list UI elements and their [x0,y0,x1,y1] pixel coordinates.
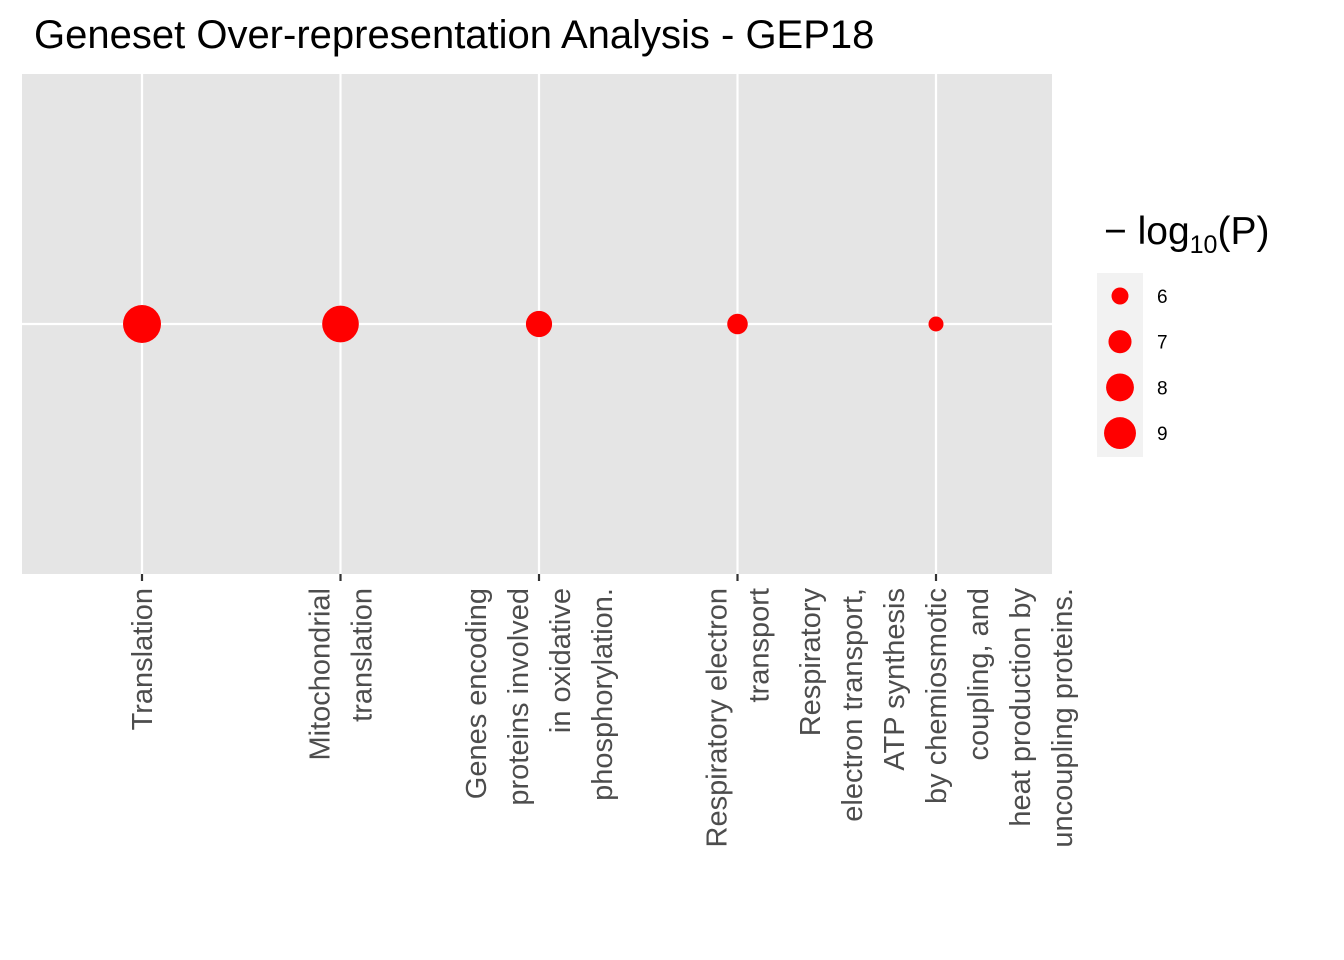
x-tick-label-line: coupling, and [963,588,995,761]
x-tick-label: Genes encoding proteins involved in oxidat… [461,588,619,806]
x-tick-label: Respiratory electron transport, ATP synthe… [795,588,1079,848]
x-tick-label-line: electron transport, [837,588,869,822]
legend-key [1111,287,1129,305]
legend-key [1104,417,1136,450]
data-point [525,310,553,338]
legend-label: 8 [1157,378,1168,399]
data-point [322,305,359,343]
data-point [123,305,161,343]
x-tick-label: Translation [127,588,159,730]
x-tick-label-line: uncoupling proteins. [1047,588,1079,848]
legend: − log10(P) 6 7 8 9 [1097,210,1269,457]
x-tick-label-line: Translation [127,588,159,730]
x-tick-label: Mitochondrial translation [305,588,379,760]
chart-title: Geneset Over-representation Analysis - G… [34,13,874,57]
x-tick-label-line: Respiratory [795,588,827,737]
legend-label: 9 [1157,424,1168,445]
legend-label: 7 [1157,333,1168,354]
data-point [928,316,944,332]
x-tick-label-line: Genes encoding [461,588,493,799]
legend-key [1106,373,1134,402]
x-tick-label-line: Respiratory electron [702,588,734,848]
x-tick-label-line: by chemiosmotic [921,588,953,804]
x-axis-ticks [140,574,938,581]
x-tick-label-line: phosphorylation. [587,588,619,801]
x-tick-label-line: ATP synthesis [879,588,911,771]
x-tick-label-line: proteins involved [503,588,535,806]
legend-label: 6 [1157,287,1168,308]
x-tick-label-line: heat production by [1005,588,1037,827]
x-tick-label-line: in oxidative [545,588,577,733]
data-point [727,313,748,335]
legend-title: − log10(P) [1104,210,1269,259]
data-points [123,305,944,343]
x-tick-label-line: Mitochondrial [305,588,337,760]
x-tick-label: Respiratory electron transport [702,588,776,848]
x-axis-labels: Translation Mitochondrial translation Genes… [127,588,1079,848]
x-tick-label-line: transport [744,588,776,702]
legend-key [1108,330,1132,354]
x-tick-label-line: translation [347,588,379,722]
